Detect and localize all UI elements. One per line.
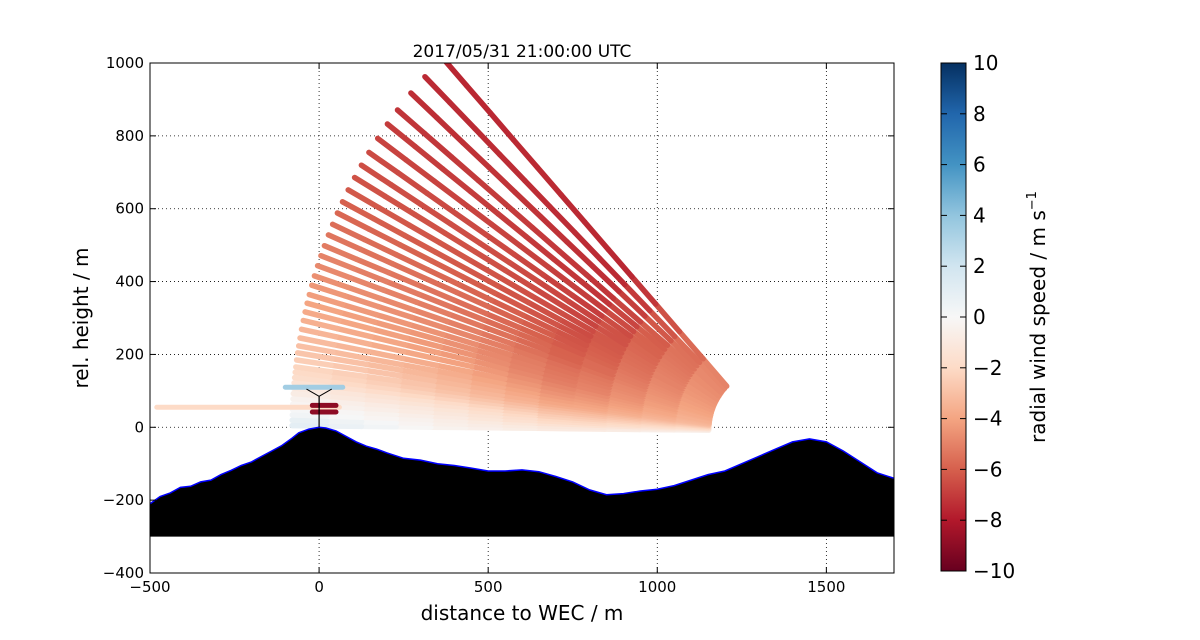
y-tick-label: 200 (115, 345, 144, 363)
colorbar-label-text: radial wind speed / m s (1026, 210, 1050, 443)
beam-segment (292, 420, 327, 421)
colorbar-tick-label: 6 (973, 153, 986, 177)
beam-segment (362, 408, 397, 410)
y-tick-label: 400 (115, 273, 144, 291)
colorbar-tick-label: 8 (973, 102, 986, 126)
x-tick-label: 1000 (638, 578, 676, 596)
beam-segment (292, 415, 327, 416)
colorbar-tick-label: 0 (973, 305, 986, 329)
colorbar-tick-label: 4 (973, 203, 986, 227)
colorbar-tick-label: −8 (973, 508, 1002, 532)
x-tick-label: 0 (314, 578, 324, 596)
chart-title: 2017/05/31 21:00:00 UTC (413, 42, 632, 62)
x-tick-label: 1500 (807, 578, 845, 596)
y-tick-label: −400 (103, 564, 144, 582)
y-tick-label: 600 (115, 200, 144, 218)
beam-segment (362, 413, 397, 415)
beam-segment (362, 417, 397, 418)
colorbar-tick-label: −6 (973, 457, 1002, 481)
x-tick-label: 500 (474, 578, 503, 596)
beam-segment (431, 423, 466, 424)
y-axis-label: rel. height / m (69, 247, 93, 388)
colorbar-label-superscript: −1 (1025, 191, 1040, 210)
y-tick-label: 1000 (106, 54, 144, 72)
beam-segment (327, 421, 362, 422)
colorbar-tick-label: −4 (973, 407, 1002, 431)
beam-segment (362, 422, 397, 423)
beam-segment (396, 423, 431, 424)
beam-segment (327, 416, 362, 417)
beam-segment (293, 399, 328, 401)
y-tick-label: 800 (115, 127, 144, 145)
colorbar-tick-label: −2 (973, 356, 1002, 380)
x-axis-label: distance to WEC / m (421, 601, 624, 625)
colorbar-tick-label: 2 (973, 254, 986, 278)
colorbar-label: radial wind speed / m s−1 (1025, 191, 1050, 443)
y-tick-label: 0 (134, 418, 144, 436)
colorbar-tick-label: −10 (973, 559, 1015, 583)
colorbar-tick-label: 10 (973, 51, 998, 75)
y-tick-label: −200 (103, 491, 144, 509)
beam-segment (396, 418, 431, 419)
